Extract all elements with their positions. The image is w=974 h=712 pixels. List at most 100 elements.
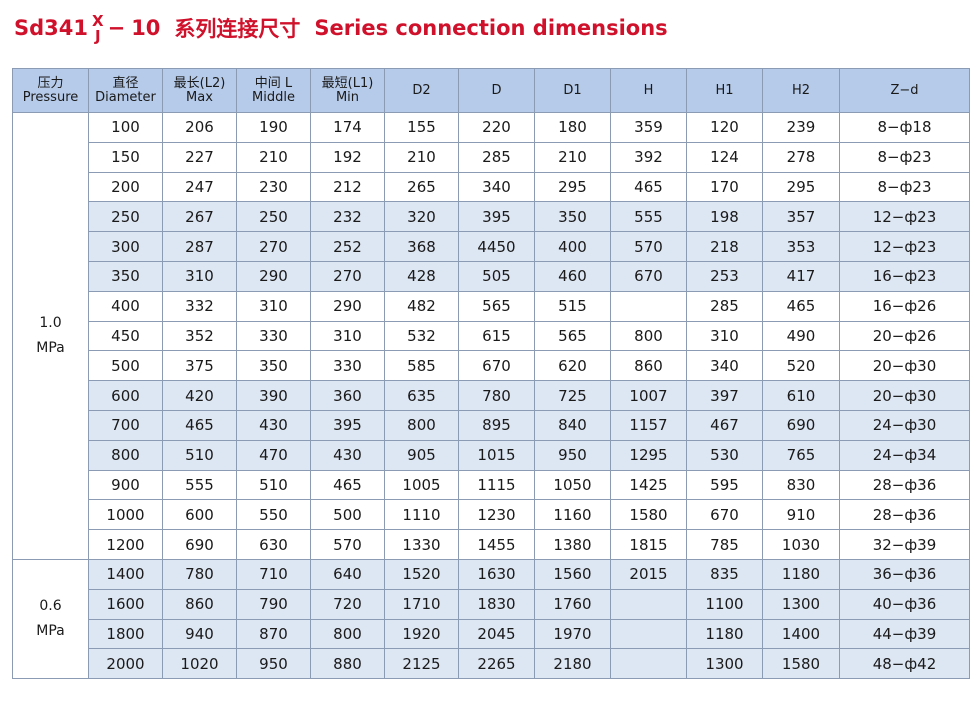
table-cell: 830 (762, 469, 840, 501)
table-cell: 800 (310, 618, 385, 650)
table-cell: 670 (686, 499, 763, 531)
column-header-label: 直径 (112, 75, 139, 91)
table-cell: 206 (162, 112, 237, 143)
table-cell: 880 (310, 648, 385, 680)
table-cell: 555 (162, 469, 237, 501)
table-cell: 267 (162, 201, 237, 233)
column-header: 压力 Pressure (12, 68, 89, 113)
table-cell: 1230 (458, 499, 535, 531)
table-cell: 505 (458, 260, 535, 292)
table-cell: 900 (88, 469, 163, 501)
table-cell: 905 (384, 439, 459, 471)
table-cell: 350 (534, 201, 611, 233)
table-cell: 232 (310, 201, 385, 233)
table-cell: 190 (236, 112, 311, 143)
table-cell: 1425 (610, 469, 687, 501)
table-cell: 252 (310, 231, 385, 262)
table-cell: 2180 (534, 648, 611, 680)
table-cell: 615 (458, 320, 535, 352)
table-cell: 840 (534, 409, 611, 441)
title-english: Series connection dimensions (314, 16, 668, 40)
table-cell: 1100 (686, 588, 763, 620)
table-cell: 180 (534, 112, 611, 143)
table-cell: 1015 (458, 439, 535, 471)
table-cell: 230 (236, 171, 311, 203)
table-row: 700 465 430 395 800 895 840 1157 467 690 24−ф30 (13, 409, 970, 441)
table-cell: 860 (162, 588, 237, 620)
table-cell: 124 (686, 141, 763, 173)
table-cell: 28−ф36 (839, 469, 970, 501)
table-row: 800 510 470 430 905 1015 950 1295 530 765 24−ф34 (13, 439, 970, 471)
table-cell: 295 (762, 171, 840, 203)
table-cell: 2265 (458, 648, 535, 680)
column-header-sublabel: Min (335, 89, 360, 105)
table-cell: 287 (162, 231, 237, 262)
table-cell: 690 (762, 409, 840, 441)
table-cell: 870 (236, 618, 311, 650)
table-cell: 1400 (762, 618, 840, 650)
table-cell: 1180 (686, 618, 763, 650)
column-header-sublabel: Pressure (22, 89, 79, 105)
table-cell: 332 (162, 290, 237, 322)
table-cell: 8−ф18 (839, 112, 970, 143)
table-cell: 2045 (458, 618, 535, 650)
table-cell: 700 (88, 409, 163, 441)
table-cell: 910 (762, 499, 840, 531)
table-cell: 610 (762, 380, 840, 411)
table-cell: 1000 (88, 499, 163, 531)
table-cell: 430 (236, 409, 311, 441)
table-cell: 359 (610, 112, 687, 143)
table-cell: 400 (88, 290, 163, 322)
table-cell (610, 648, 687, 680)
table-cell: 800 (610, 320, 687, 352)
table-cell: 940 (162, 618, 237, 650)
table-cell: 218 (686, 231, 763, 262)
column-header-label: D2 (412, 82, 431, 98)
table-cell: 417 (762, 260, 840, 292)
table-cell: 360 (310, 380, 385, 411)
table-cell: 570 (310, 529, 385, 560)
table-row: 500 375 350 330 585 670 620 860 340 520 20−ф30 (13, 350, 970, 382)
table-cell: 250 (236, 201, 311, 233)
table-cell: 570 (610, 231, 687, 262)
column-header: H (610, 68, 687, 113)
table-row: 600 420 390 360 635 780 725 1007 397 610 20−ф30 (13, 380, 970, 411)
table-cell: 640 (310, 558, 385, 590)
column-header-label: H2 (791, 82, 811, 98)
pressure-cell: 1.0 MPa (12, 112, 89, 560)
table-cell: 1580 (762, 648, 840, 680)
table-cell: 470 (236, 439, 311, 471)
table-cell: 2015 (610, 558, 687, 590)
column-header: 中间 L Middle (236, 68, 311, 113)
table-cell: 150 (88, 141, 163, 173)
table-cell: 490 (762, 320, 840, 352)
table-cell: 375 (162, 350, 237, 382)
title-model: Sd341 (14, 16, 88, 40)
column-header: Z−d (839, 68, 970, 113)
table-cell: 1600 (88, 588, 163, 620)
table-cell: 20−ф26 (839, 320, 970, 352)
table-row: 150 227 210 192 210 285 210 392 124 278 8−ф23 (13, 141, 970, 173)
table-cell: 565 (534, 320, 611, 352)
table-cell: 530 (686, 439, 763, 471)
table-cell: 300 (88, 231, 163, 262)
column-header: D (458, 68, 535, 113)
table-cell: 800 (88, 439, 163, 471)
table-cell: 16−ф26 (839, 290, 970, 322)
table-cell: 785 (686, 529, 763, 560)
table-row: 400 332 310 290 482 565 515 285 465 16−ф26 (13, 290, 970, 322)
table-cell: 28−ф36 (839, 499, 970, 531)
table-cell: 585 (384, 350, 459, 382)
column-header-sublabel: Max (186, 89, 213, 105)
table-cell: 395 (458, 201, 535, 233)
table-cell: 200 (88, 171, 163, 203)
title-variant-stack: X J (92, 14, 104, 44)
table-cell: 835 (686, 558, 763, 590)
table-row: 1000 600 550 500 1110 1230 1160 1580 670 910 28−ф3… (13, 499, 970, 531)
column-header: D1 (534, 68, 611, 113)
table-cell: 1380 (534, 529, 611, 560)
table-cell: 1760 (534, 588, 611, 620)
table-cell: 1970 (534, 618, 611, 650)
table-cell: 800 (384, 409, 459, 441)
column-header: 最长(L2) Max (162, 68, 237, 113)
